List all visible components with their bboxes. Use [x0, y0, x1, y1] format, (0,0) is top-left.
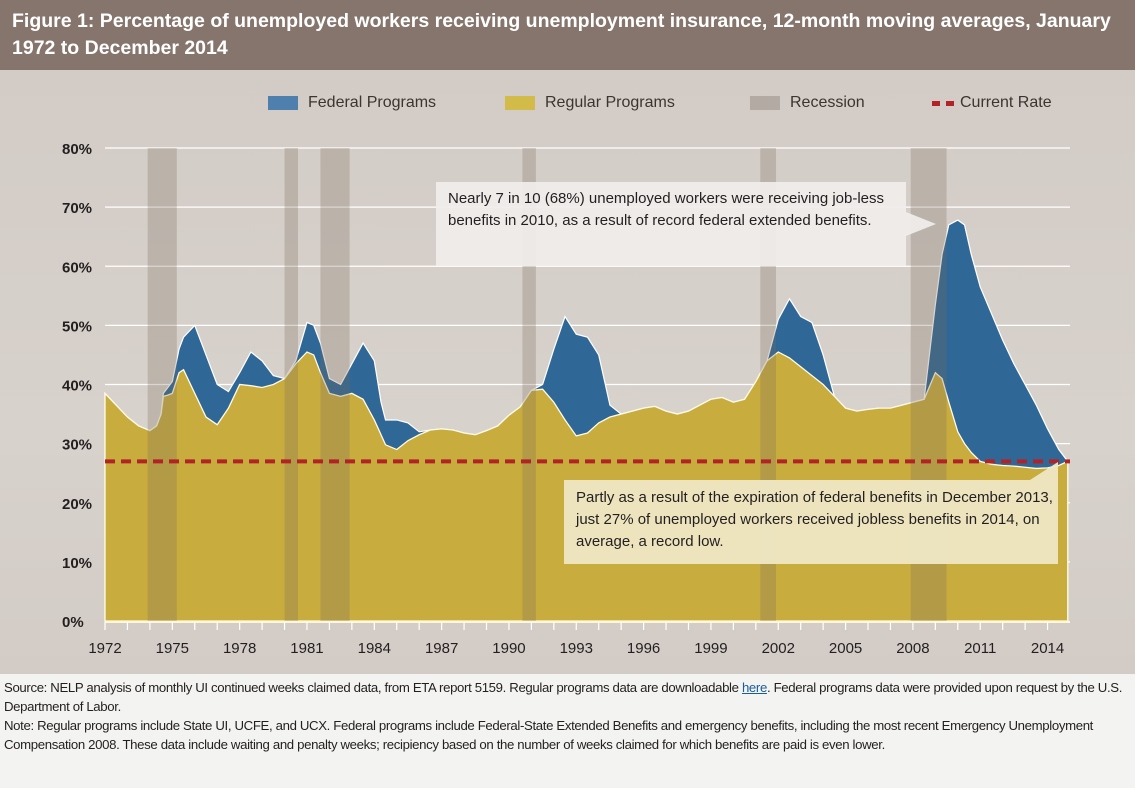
callout-low: Partly as a result of the expiration of …	[564, 480, 1058, 564]
callout-peak: Nearly 7 in 10 (68%) unemployed workers …	[436, 182, 906, 266]
legend-item-current-rate: Current Rate	[932, 93, 1052, 113]
x-tick-label: 1999	[694, 640, 727, 657]
legend-item-recession: Recession	[750, 93, 865, 113]
recession-band	[284, 148, 298, 621]
legend-dash-icon	[932, 100, 940, 106]
x-tick-label: 2008	[896, 640, 929, 657]
legend-label-regular: Regular Programs	[545, 94, 675, 111]
x-tick-label: 2014	[1031, 640, 1064, 657]
legend-swatch-federal	[268, 96, 298, 110]
title-bar: Figure 1: Percentage of unemployed worke…	[0, 0, 1135, 70]
legend-item-federal: Federal Programs	[268, 93, 436, 113]
callout-low-pointer	[1030, 462, 1058, 480]
callout-peak-text: Nearly 7 in 10 (68%) unemployed workers …	[448, 190, 885, 229]
legend-item-regular: Regular Programs	[505, 93, 675, 113]
y-tick-label: 30%	[62, 437, 92, 454]
legend-swatch-recession	[750, 96, 780, 110]
x-tick-label: 1987	[425, 640, 458, 657]
x-tick-label: 1981	[290, 640, 323, 657]
x-tick-label: 2002	[762, 640, 795, 657]
y-tick-label: 20%	[62, 496, 92, 513]
chart: 0% 10% 20% 30% 40% 50% 60% 70% 80% 1972 1975 1978 19…	[62, 141, 1070, 657]
y-tick-label: 10%	[62, 555, 92, 572]
callout-peak-pointer	[906, 212, 936, 236]
source-text: Source: NELP analysis of monthly UI cont…	[4, 680, 742, 695]
legend-swatch-regular	[505, 96, 535, 110]
recession-band	[522, 148, 536, 621]
source-link[interactable]: here	[741, 680, 767, 695]
source-note: Source: NELP analysis of monthly UI cont…	[4, 678, 1134, 716]
legend-label-current-rate: Current Rate	[960, 94, 1052, 111]
x-tick-label: 2005	[829, 640, 862, 657]
y-tick-label: 50%	[62, 318, 92, 335]
recession-band	[320, 148, 350, 621]
x-tick-label: 2011	[964, 640, 996, 657]
legend-label-federal: Federal Programs	[308, 94, 437, 111]
x-tick-label: 1975	[156, 640, 189, 657]
y-tick-label: 70%	[62, 200, 92, 217]
x-tick-label: 1972	[88, 640, 121, 657]
recession-band	[147, 148, 177, 621]
y-tick-label: 80%	[62, 141, 92, 158]
callout-low-text: Partly as a result of the expiration of …	[576, 489, 1053, 550]
legend-label-recession: Recession	[790, 94, 865, 111]
methodology-note: Note: Regular programs include State UI,…	[4, 718, 1093, 752]
y-tick-label: 60%	[62, 259, 92, 276]
x-tick-label: 1984	[358, 640, 391, 657]
legend-dash-icon	[946, 100, 954, 106]
figure-title: Figure 1: Percentage of unemployed worke…	[12, 10, 1111, 59]
x-tick-label: 1978	[223, 640, 256, 657]
x-tick-label: 1996	[627, 640, 660, 657]
x-tick-label: 1993	[560, 640, 593, 657]
x-tick-label: 1990	[492, 640, 525, 657]
footer-notes: Source: NELP analysis of monthly UI cont…	[4, 678, 1134, 754]
y-tick-label: 0%	[62, 614, 84, 631]
source-text-end: . Federal programs data were provided up…	[4, 680, 1123, 714]
y-tick-label: 40%	[62, 378, 92, 395]
